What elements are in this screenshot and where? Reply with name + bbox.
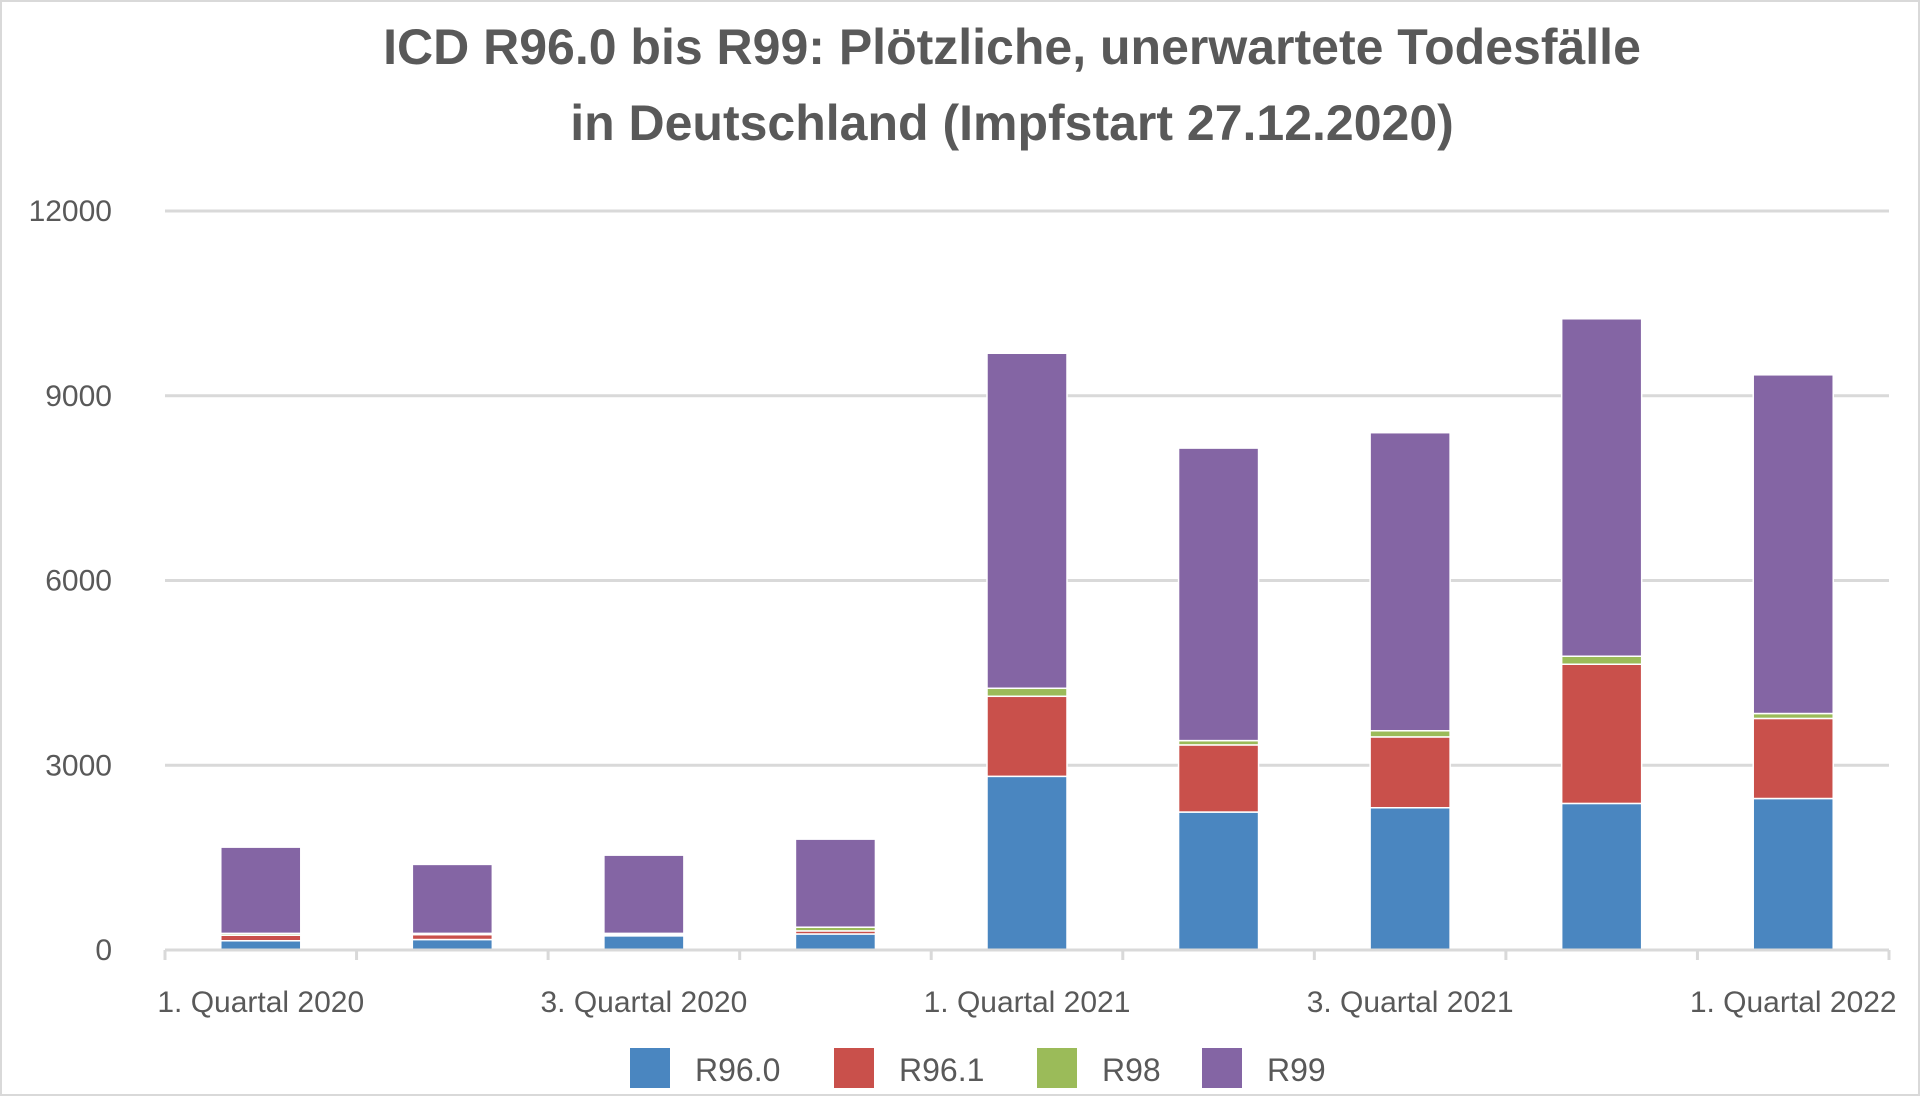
bar-segment-r96-0 — [1177, 811, 1260, 951]
bar-segment-r99 — [794, 838, 877, 928]
chart-title-line-2: in Deutschland (Impfstart 27.12.2020) — [570, 95, 1454, 151]
bar-segment-r98 — [1369, 730, 1451, 738]
legend-swatch — [834, 1048, 874, 1088]
bar-segment-r99 — [1560, 318, 1643, 657]
bar-segment-r98 — [986, 687, 1068, 698]
x-axis — [163, 948, 1891, 960]
x-tick-label: 3. Quartal 2021 — [1307, 986, 1514, 1019]
bar-segment-r96-1 — [1369, 736, 1451, 809]
legend-label: R99 — [1267, 1052, 1326, 1088]
x-axis-ticks: 1. Quartal 2020 3. Quartal 2020 1. Quartal… — [157, 986, 1896, 1019]
bar-segment-r96-0 — [411, 938, 494, 951]
bar-segment-r96-0 — [1560, 802, 1643, 951]
bar-segment-r96-1 — [1560, 663, 1643, 805]
legend-label: R98 — [1102, 1052, 1161, 1088]
bar-segment-r96-0 — [1369, 806, 1451, 951]
bar-segment-r99 — [986, 352, 1068, 690]
bar-segment-r96-0 — [1752, 797, 1834, 951]
bar-segment-r98 — [1560, 655, 1643, 666]
bar-segment-r96-0 — [794, 933, 877, 951]
bar-segment-r96-1 — [220, 934, 302, 942]
y-tick-label: 3000 — [45, 749, 112, 782]
bars — [220, 318, 1834, 951]
bar-segment-r99 — [1177, 447, 1260, 742]
bar-segment-r96-0 — [603, 935, 685, 951]
legend-swatch — [1037, 1048, 1077, 1088]
bar-segment-r96-0 — [986, 775, 1068, 951]
bar-segment-r99 — [411, 863, 494, 935]
bar-segment-r99 — [603, 854, 685, 935]
legend-label: R96.1 — [899, 1052, 984, 1088]
chart-title-line-1: ICD R96.0 bis R99: Plötzliche, unerwarte… — [383, 19, 1641, 75]
legend-label: R96.0 — [695, 1052, 780, 1088]
x-tick-label: 1. Quartal 2020 — [157, 986, 364, 1019]
bar-segment-r96-1 — [986, 695, 1068, 778]
x-tick-label: 1. Quartal 2021 — [924, 986, 1131, 1019]
bar-segment-r99 — [1752, 374, 1834, 715]
y-tick-label: 6000 — [45, 565, 112, 598]
y-tick-label: 12000 — [29, 195, 112, 228]
legend-swatch — [1202, 1048, 1242, 1088]
legend-swatch — [630, 1048, 670, 1088]
bar-segment-r96-1 — [1752, 717, 1834, 800]
bar-segment-r99 — [220, 846, 302, 935]
bar-segment-r96-1 — [1177, 744, 1260, 813]
x-tick-label: 1. Quartal 2022 — [1690, 986, 1897, 1019]
x-tick-label: 3. Quartal 2020 — [540, 986, 747, 1019]
bar-segment-r99 — [1369, 431, 1451, 732]
y-tick-label: 9000 — [45, 380, 112, 413]
legend: R96.0 R96.1 R98 R99 — [630, 1048, 1326, 1088]
y-axis-ticks: 0 3000 6000 9000 12000 — [29, 195, 112, 967]
y-tick-label: 0 — [95, 934, 112, 967]
